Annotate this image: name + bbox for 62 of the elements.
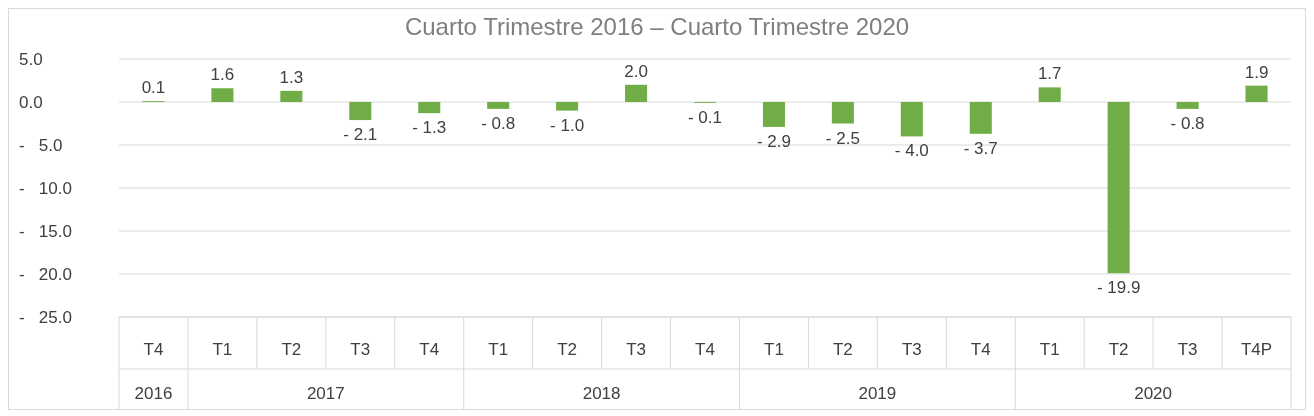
data-label: 1.7	[1037, 64, 1062, 84]
text: 2020	[1134, 384, 1173, 403]
bar	[969, 102, 992, 134]
text: 2018	[582, 384, 621, 403]
x-tick-label: T3	[901, 340, 922, 359]
data-label: 1.9	[1244, 62, 1269, 82]
text: 2016	[134, 384, 173, 403]
data-label: - 2.1	[343, 125, 378, 145]
chart-title: Cuarto Trimestre 2016 – Cuarto Trimestre 2020	[403, 13, 911, 41]
y-tick-label: - 15.0	[19, 222, 72, 241]
bar	[487, 102, 510, 109]
data-label: - 4.0	[894, 141, 929, 161]
text: 2019	[858, 384, 897, 403]
data-label: 2.0	[624, 61, 648, 81]
y-tick-label: - 10.0	[19, 179, 72, 198]
bar	[1245, 85, 1268, 102]
bar	[280, 90, 303, 102]
data-label: - 0.8	[481, 113, 516, 133]
data-label: - 19.9	[1096, 278, 1141, 298]
data-label: 1.3	[279, 67, 304, 87]
x-tick-label: T1	[764, 340, 784, 359]
y-tick-label: - 20.0	[19, 265, 72, 284]
x-tick-label: T2	[557, 340, 578, 359]
bar	[1176, 102, 1199, 109]
x-tick-label: T1	[488, 340, 509, 359]
bar	[1038, 87, 1061, 102]
x-tick-label: T2	[1108, 340, 1129, 359]
bar	[349, 102, 372, 121]
x-tick-label: T3	[1177, 340, 1198, 359]
bar	[418, 102, 441, 114]
x-tick-label: T1	[212, 340, 233, 359]
data-label: - 1.0	[550, 115, 585, 135]
y-tick-label: 5.0	[19, 50, 43, 69]
x-tick-label: T4	[419, 340, 440, 359]
bar	[762, 102, 785, 127]
data-label: - 3.7	[963, 138, 998, 158]
data-label: - 2.9	[756, 131, 791, 151]
x-tick-label: T3	[626, 340, 646, 359]
x-tick-label: T4P	[1240, 340, 1273, 359]
x-tick-label: T4	[695, 340, 715, 359]
bar	[1107, 102, 1130, 274]
y-tick-label: 0.0	[19, 93, 43, 112]
data-label: - 1.3	[412, 118, 447, 138]
data-label: - 0.1	[687, 107, 723, 127]
x-tick-label: T4	[970, 340, 991, 359]
x-tick-label: T2	[832, 340, 853, 359]
x-tick-label: T3	[350, 340, 371, 359]
y-tick-label: - 5.0	[19, 136, 63, 155]
bar	[625, 84, 648, 102]
x-tick-label: T1	[1039, 340, 1060, 359]
text: 2017	[306, 384, 345, 403]
data-label: - 0.8	[1170, 113, 1205, 133]
bar	[831, 102, 854, 124]
y-tick-label: - 25.0	[19, 308, 72, 327]
bar	[556, 102, 579, 111]
data-label: 1.6	[210, 65, 235, 85]
x-tick-label: T4	[143, 340, 164, 359]
x-tick-label: T2	[281, 340, 302, 359]
data-label: 0.1	[141, 78, 166, 98]
data-label: - 2.5	[825, 128, 860, 148]
bar	[211, 88, 234, 102]
bar	[900, 102, 923, 137]
